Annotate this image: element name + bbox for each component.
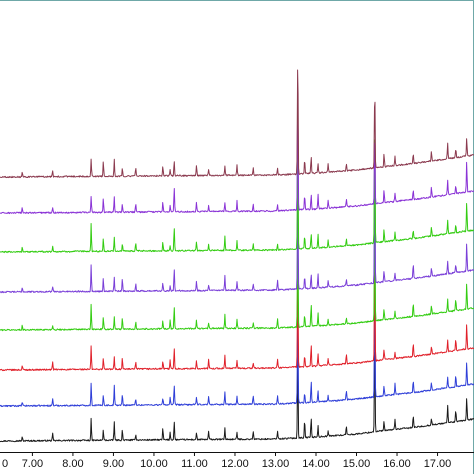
x-tick-labels: 7.00 8.00 9.00 10.00 11.00 12.00 13.00 14.00 15.… <box>22 458 452 470</box>
chromatogram-trace <box>0 139 474 254</box>
traces-group <box>0 69 474 443</box>
x-tick-label: 16.00 <box>383 458 411 470</box>
chromatogram-trace <box>0 69 474 179</box>
x-tick-label: 9.00 <box>103 458 124 470</box>
x-tick-label: 8.00 <box>62 458 83 470</box>
x-tick-label: 10.00 <box>140 458 168 470</box>
chromatogram-trace <box>0 184 474 294</box>
x-tick-label: 7.00 <box>22 458 43 470</box>
x-tick-label: 15.00 <box>343 458 371 470</box>
x-tick-label-leading: 0 <box>2 458 8 470</box>
chromatogram-trace <box>0 226 474 332</box>
x-tick-label: 17.00 <box>424 458 452 470</box>
chromatogram-trace <box>0 271 474 372</box>
x-tick-label: 12.00 <box>221 458 249 470</box>
chromatogram-trace <box>0 108 474 215</box>
x-tick-label: 13.00 <box>262 458 290 470</box>
x-tick-label: 11.00 <box>181 458 208 470</box>
x-tick-label: 14.00 <box>302 458 330 470</box>
chromatogram-trace <box>0 312 474 408</box>
chromatogram-trace <box>0 352 474 443</box>
x-tick-marks <box>31 452 439 456</box>
